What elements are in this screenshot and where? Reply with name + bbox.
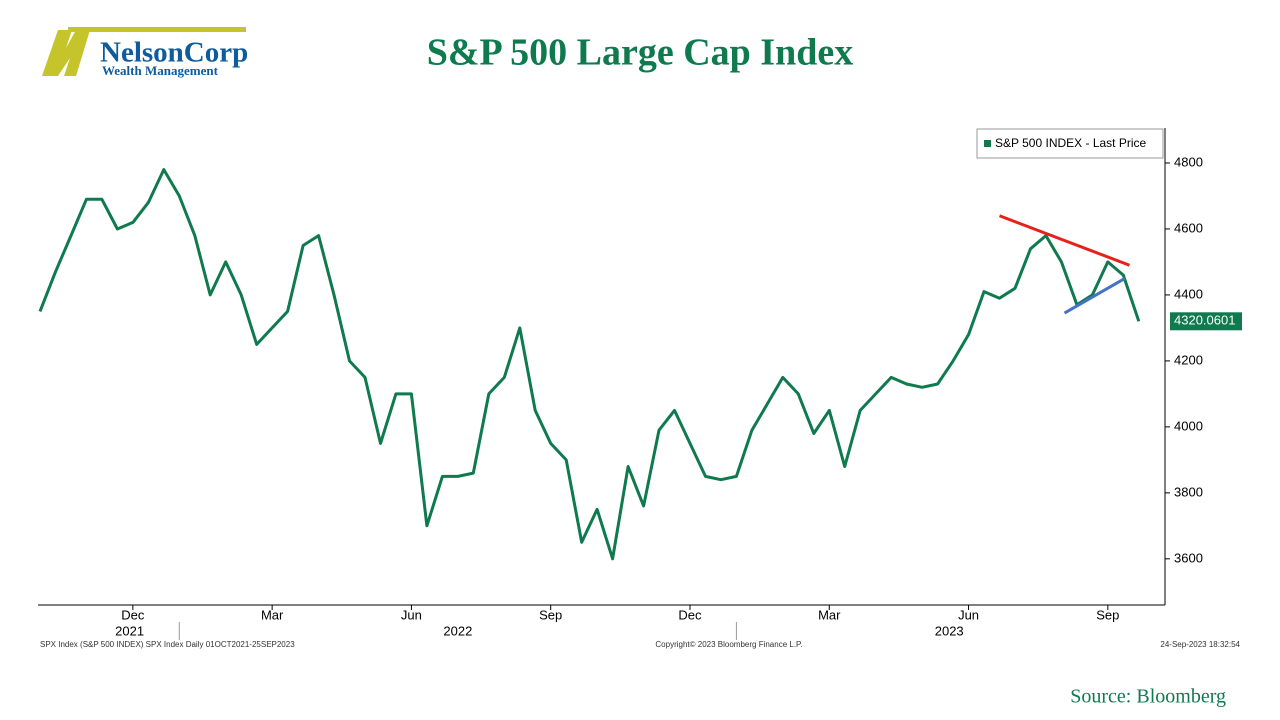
- y-tick-label: 4600: [1174, 220, 1203, 235]
- logo-tagline: Wealth Management: [102, 63, 219, 78]
- x-tick-label: Mar: [818, 607, 841, 622]
- legend-box: [976, 128, 1164, 159]
- x-tick-label: Jun: [958, 607, 979, 622]
- x-tick-label: Mar: [261, 607, 284, 622]
- y-tick-label: 3800: [1174, 484, 1203, 499]
- source: Source: Bloomberg: [1070, 686, 1226, 708]
- x-tick-label: Jun: [401, 607, 422, 622]
- last-price-label: 4320.0601: [1174, 313, 1235, 328]
- year-label: 2021: [115, 623, 144, 638]
- y-tick-label: 4200: [1174, 352, 1203, 367]
- x-tick-label: Sep: [1096, 607, 1119, 622]
- y-tick-label: 4800: [1174, 154, 1203, 169]
- last-price-box: [1170, 312, 1242, 331]
- trend-line: [998, 214, 1131, 267]
- footer-center: Copyright© 2023 Bloomberg Finance L.P.: [655, 640, 802, 649]
- legend: S&P 500 INDEX - Last Price: [976, 128, 1164, 159]
- x-tick-label: Dec: [678, 607, 702, 622]
- price-line: [38, 168, 1141, 561]
- y-tick-label: 4000: [1174, 418, 1203, 433]
- x-tick-label: Dec: [121, 607, 145, 622]
- y-tick-label: 3600: [1174, 550, 1203, 565]
- x-tick-label: Sep: [539, 607, 562, 622]
- logo-name: NelsonCorp: [100, 37, 248, 69]
- chart-title: S&P 500 Large Cap Index: [427, 32, 853, 74]
- logo: NelsonCorp Wealth Management: [42, 27, 248, 78]
- footer-right: 24-Sep-2023 18:32:54: [1160, 640, 1240, 649]
- logo-bar: [68, 27, 246, 32]
- legend-swatch: [984, 140, 991, 147]
- year-label: 2023: [935, 623, 964, 638]
- logo-mark: [42, 30, 90, 76]
- y-tick-label: 4400: [1174, 286, 1203, 301]
- footer-left: SPX Index (S&P 500 INDEX) SPX Index Dail…: [40, 640, 295, 649]
- legend-label: S&P 500 INDEX - Last Price: [995, 136, 1147, 150]
- year-label: 2022: [443, 623, 472, 638]
- trend-line: [1063, 277, 1126, 315]
